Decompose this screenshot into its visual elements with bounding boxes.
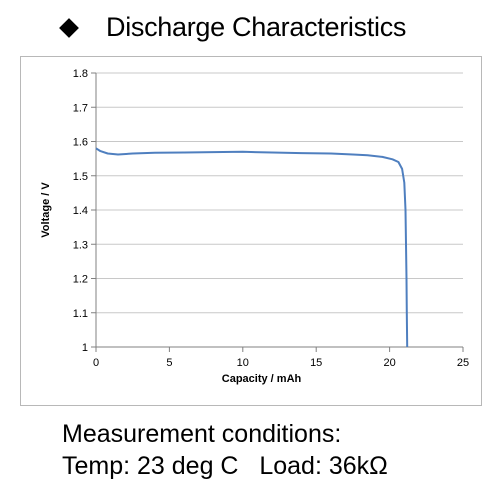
x-axis-title: Capacity / mAh: [222, 373, 302, 385]
x-tick-label: 5: [166, 357, 172, 369]
header: Discharge Characteristics: [59, 12, 407, 43]
y-tick-label: 1.2: [73, 274, 88, 286]
y-tick-label: 1.7: [73, 102, 88, 114]
x-tick-label: 25: [457, 357, 469, 369]
y-tick-label: 1.4: [73, 205, 88, 217]
y-tick-label: 1.8: [73, 68, 88, 80]
discharge-chart: 1 1.1 1.2 1.3 1.4 1.5 1.6 1.7 1.8 0 5 10 15 20 25 Capac…: [40, 68, 469, 385]
y-tick-label: 1.6: [73, 137, 88, 149]
x-tick-label: 0: [93, 357, 99, 369]
conditions-line: Temp: 23 deg C Load: 36kΩ: [62, 452, 388, 480]
diamond-icon: [59, 17, 79, 38]
y-tick-label: 1: [82, 342, 88, 354]
x-tick-label: 20: [383, 357, 395, 369]
chart-frame: 1 1.1 1.2 1.3 1.4 1.5 1.6 1.7 1.8 0 5 10 15 20 25 Capac…: [20, 56, 482, 406]
conditions-heading: Measurement conditions:: [62, 420, 342, 448]
page-title: Discharge Characteristics: [106, 12, 407, 42]
x-tick-label: 10: [237, 357, 249, 369]
y-tick-label: 1.5: [73, 171, 88, 183]
measurement-conditions: Measurement conditions: Temp: 23 deg C L…: [62, 418, 388, 482]
x-tick-label: 15: [310, 357, 322, 369]
y-tick-label: 1.1: [73, 308, 88, 320]
y-tick-label: 1.3: [73, 239, 88, 251]
y-axis-title: Voltage / V: [40, 182, 52, 238]
series-line: [95, 147, 409, 348]
